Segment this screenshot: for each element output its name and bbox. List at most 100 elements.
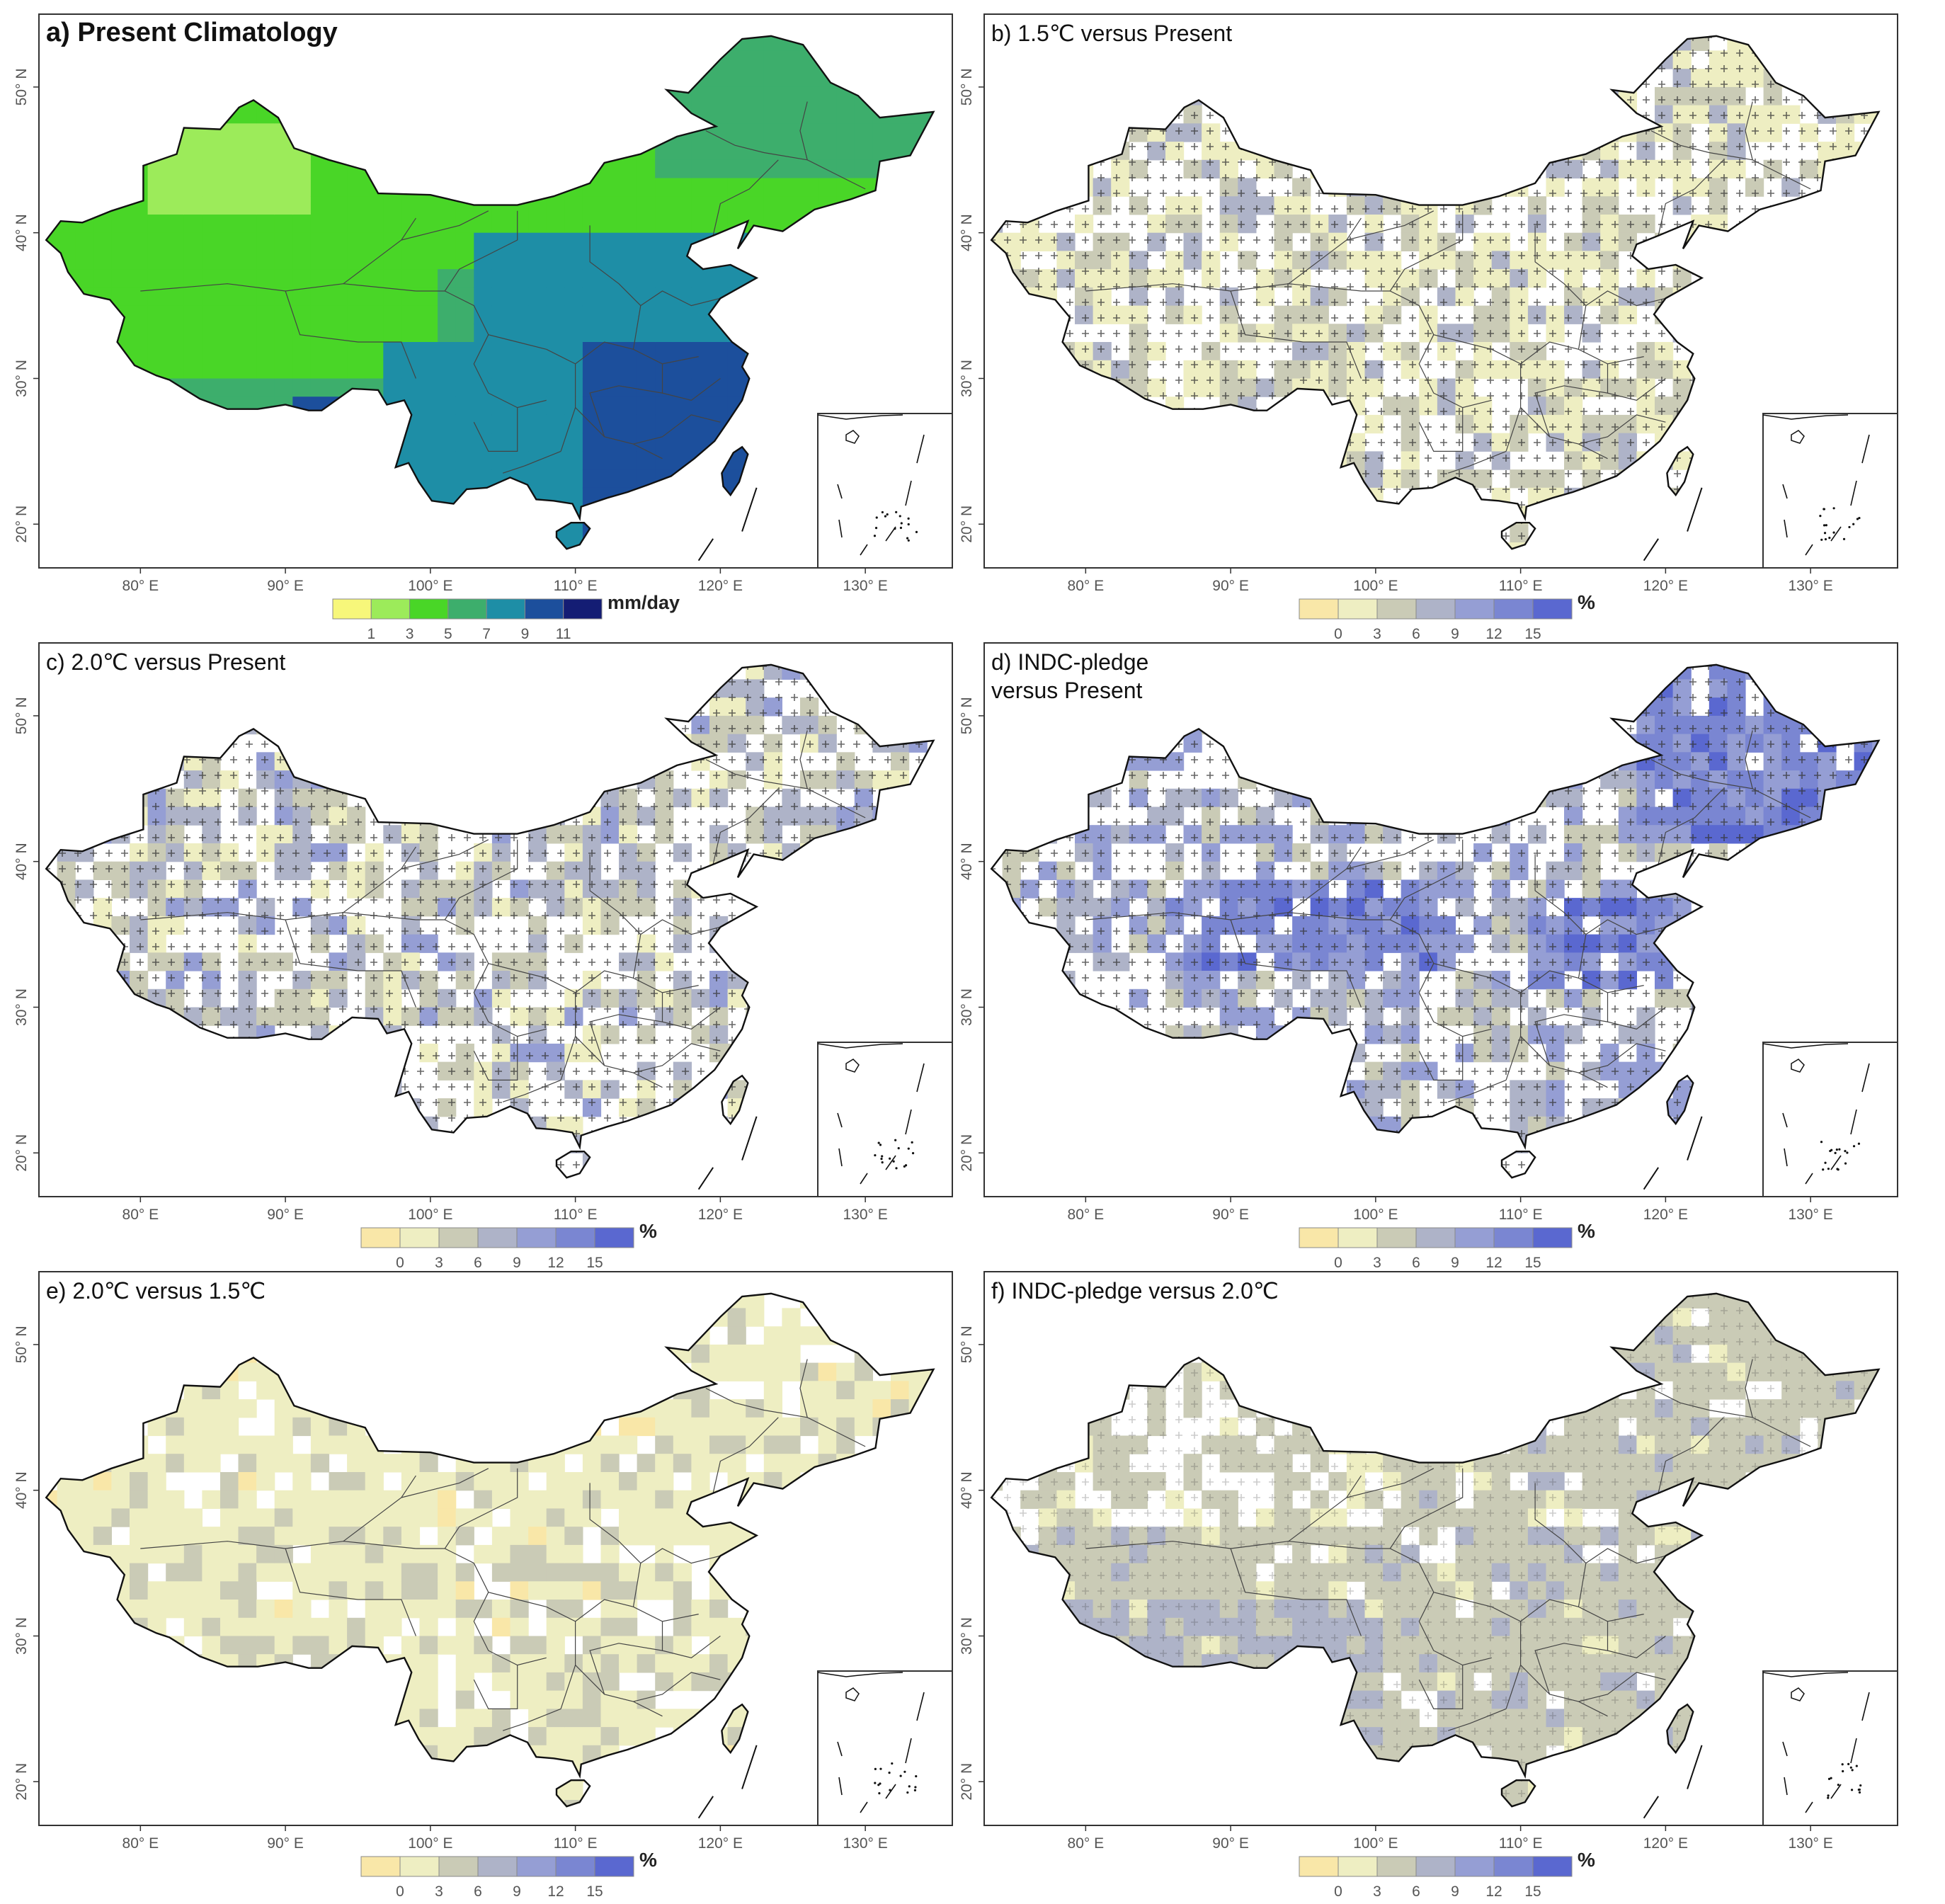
x-tick-label: 90° E bbox=[1212, 1207, 1249, 1223]
colorbar-swatch bbox=[1338, 1857, 1377, 1876]
y-tick-label: 50° N bbox=[13, 69, 30, 106]
y-tick-label: 40° N bbox=[959, 843, 975, 880]
colorbar-swatch bbox=[1494, 1228, 1533, 1248]
x-tick-label: 100° E bbox=[1353, 1207, 1398, 1223]
y-tick-label: 40° N bbox=[959, 214, 975, 251]
colorbar-swatch bbox=[333, 599, 371, 619]
x-tick-label: 90° E bbox=[267, 1207, 304, 1223]
colorbar-swatch bbox=[1299, 1857, 1338, 1876]
colorbar-swatch bbox=[478, 1857, 517, 1876]
colorbar-tick-label: 9 bbox=[513, 1255, 521, 1271]
x-tick-label: 130° E bbox=[843, 1835, 888, 1852]
colorbar-swatch bbox=[1533, 599, 1572, 619]
colorbar-swatch bbox=[1416, 1228, 1455, 1248]
colorbar-tick-label: 6 bbox=[1412, 1255, 1420, 1271]
colorbar-tick-label: 3 bbox=[406, 626, 414, 642]
x-tick-label: 80° E bbox=[1068, 1207, 1105, 1223]
x-tick-label: 90° E bbox=[267, 1835, 304, 1852]
colorbar-swatch bbox=[361, 1857, 400, 1876]
colorbar-tick-label: 3 bbox=[435, 1255, 443, 1271]
x-tick-label: 110° E bbox=[1499, 1207, 1543, 1223]
colorbar-swatch bbox=[448, 599, 486, 619]
colorbar-tick-label: 5 bbox=[444, 626, 452, 642]
x-tick-label: 110° E bbox=[554, 578, 598, 594]
colorbar-swatch bbox=[361, 1228, 400, 1248]
colorbar-swatch bbox=[1338, 599, 1377, 619]
x-tick-label: 130° E bbox=[1789, 1835, 1833, 1852]
colorbar-tick-label: 6 bbox=[474, 1255, 482, 1271]
colorbar-swatch bbox=[1377, 1857, 1416, 1876]
x-tick-label: 120° E bbox=[698, 578, 743, 594]
south-china-sea-inset bbox=[818, 414, 952, 568]
x-tick-label: 80° E bbox=[1068, 578, 1105, 594]
y-tick-label: 50° N bbox=[959, 69, 975, 106]
colorbar-swatch bbox=[1377, 1228, 1416, 1248]
colorbar-swatch bbox=[1416, 1857, 1455, 1876]
colorbar-swatch bbox=[1455, 599, 1494, 619]
x-tick-label: 80° E bbox=[122, 1835, 159, 1852]
y-tick-label: 20° N bbox=[959, 506, 975, 543]
colorbar-unit: % bbox=[1578, 591, 1595, 613]
y-tick-label: 50° N bbox=[13, 697, 30, 735]
x-tick-label: 130° E bbox=[1789, 578, 1833, 594]
colorbar-swatch bbox=[517, 1857, 556, 1876]
colorbar-swatch bbox=[556, 1857, 595, 1876]
colorbar-swatch bbox=[1338, 1228, 1377, 1248]
x-tick-label: 100° E bbox=[1353, 1835, 1398, 1852]
south-china-sea-inset bbox=[1763, 1042, 1898, 1197]
colorbar-tick-label: 3 bbox=[1373, 1255, 1381, 1271]
x-tick-label: 110° E bbox=[1499, 1835, 1543, 1852]
x-tick-label: 110° E bbox=[1499, 578, 1543, 594]
colorbar-tick-label: 15 bbox=[1524, 1255, 1541, 1271]
colorbar-tick-label: 7 bbox=[482, 626, 491, 642]
colorbar-swatch bbox=[517, 1228, 556, 1248]
x-tick-label: 100° E bbox=[408, 1835, 452, 1852]
y-tick-label: 20° N bbox=[13, 1763, 30, 1801]
colorbar-tick-label: 0 bbox=[1334, 1255, 1342, 1271]
colorbar-tick-label: 0 bbox=[1334, 626, 1342, 642]
colorbar-tick-label: 15 bbox=[586, 1883, 603, 1900]
colorbar-tick-label: 15 bbox=[586, 1255, 603, 1271]
colorbar-tick-label: 9 bbox=[1451, 1883, 1459, 1900]
x-tick-label: 130° E bbox=[843, 578, 888, 594]
colorbar-tick-label: 9 bbox=[521, 626, 530, 642]
colorbar-swatch bbox=[439, 1228, 478, 1248]
colorbar-unit: % bbox=[639, 1849, 657, 1871]
x-tick-label: 90° E bbox=[1212, 1835, 1249, 1852]
colorbar-tick-label: 0 bbox=[396, 1255, 404, 1271]
colorbar-swatch bbox=[564, 599, 602, 619]
colorbar-tick-label: 12 bbox=[547, 1255, 564, 1271]
y-tick-label: 40° N bbox=[959, 1471, 975, 1509]
x-tick-label: 120° E bbox=[698, 1207, 743, 1223]
south-china-sea-inset bbox=[818, 1042, 952, 1197]
y-tick-label: 50° N bbox=[959, 1326, 975, 1364]
y-tick-label: 30° N bbox=[13, 988, 30, 1026]
panel-title: e) 2.0℃ versus 1.5℃ bbox=[46, 1278, 266, 1304]
colorbar-swatch bbox=[1455, 1228, 1494, 1248]
colorbar-swatch bbox=[525, 599, 563, 619]
colorbar-tick-label: 0 bbox=[396, 1883, 404, 1900]
x-tick-label: 110° E bbox=[554, 1835, 598, 1852]
x-tick-label: 80° E bbox=[1068, 1835, 1105, 1852]
colorbar-swatch bbox=[1494, 1857, 1533, 1876]
colorbar-tick-label: 9 bbox=[513, 1883, 521, 1900]
colorbar-swatch bbox=[439, 1857, 478, 1876]
panel-title: b) 1.5℃ versus Present bbox=[991, 21, 1232, 46]
colorbar-tick-label: 6 bbox=[474, 1883, 482, 1900]
colorbar-swatch bbox=[1299, 1228, 1338, 1248]
colorbar-swatch bbox=[410, 599, 448, 619]
y-tick-label: 20° N bbox=[959, 1763, 975, 1801]
colorbar-tick-label: 9 bbox=[1451, 1255, 1459, 1271]
y-tick-label: 40° N bbox=[13, 214, 30, 251]
y-tick-label: 20° N bbox=[13, 1134, 30, 1172]
colorbar-unit: mm/day bbox=[608, 592, 680, 613]
